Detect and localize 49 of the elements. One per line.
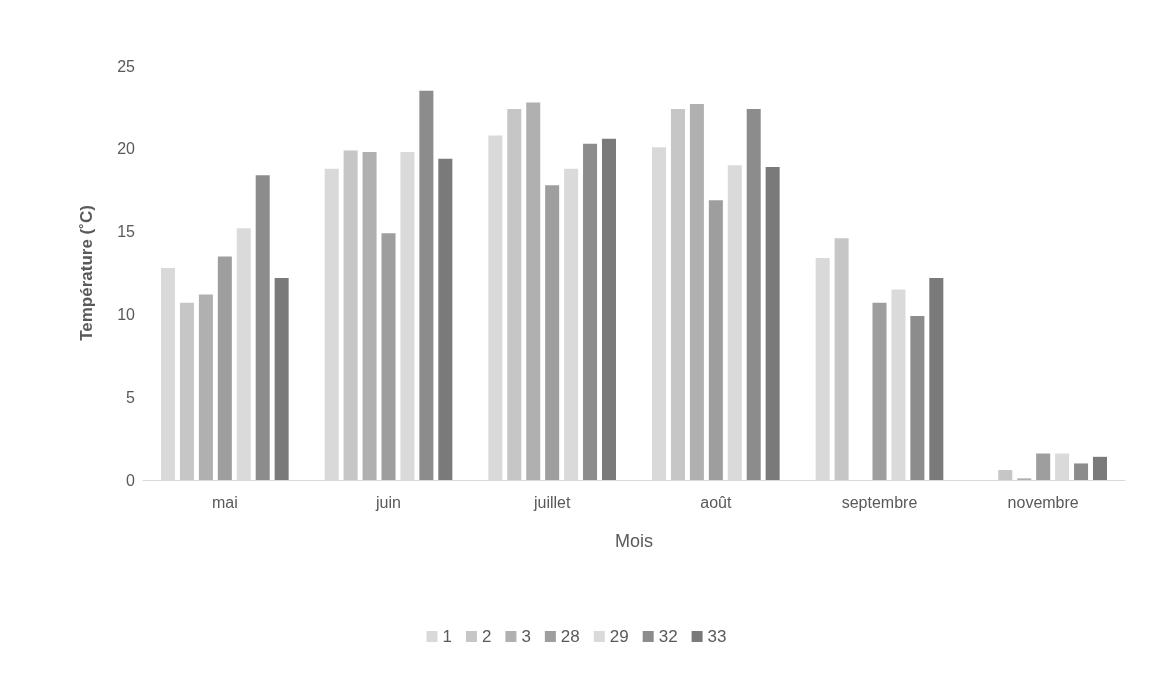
legend-label: 28 bbox=[560, 627, 580, 646]
bar bbox=[998, 470, 1013, 480]
y-tick-label: 5 bbox=[126, 388, 136, 406]
x-tick-label: août bbox=[700, 493, 732, 511]
bar bbox=[255, 175, 270, 480]
y-tick-label: 15 bbox=[117, 223, 136, 241]
bar bbox=[217, 256, 232, 480]
bar bbox=[872, 302, 887, 480]
bar bbox=[274, 277, 289, 480]
bar bbox=[1074, 463, 1089, 480]
bar bbox=[545, 185, 560, 480]
x-tick-label: juillet bbox=[532, 493, 571, 511]
bar bbox=[1036, 453, 1051, 480]
legend-label: 29 bbox=[609, 627, 629, 646]
legend-label: 2 bbox=[481, 627, 492, 646]
legend-label: 3 bbox=[521, 627, 531, 646]
y-axis-title: Température (˚C) bbox=[77, 205, 96, 341]
y-tick-label: 10 bbox=[117, 305, 136, 323]
bar bbox=[526, 102, 541, 480]
bar bbox=[362, 152, 377, 480]
bar bbox=[689, 104, 704, 480]
legend-label: 33 bbox=[707, 627, 727, 646]
legend-label: 1 bbox=[442, 627, 452, 646]
x-tick-label: mai bbox=[211, 493, 238, 511]
bar bbox=[765, 167, 780, 480]
bar bbox=[583, 143, 598, 480]
bar bbox=[910, 316, 925, 480]
x-tick-label: septembre bbox=[841, 493, 918, 511]
bar bbox=[438, 158, 453, 480]
legend-label: 32 bbox=[658, 627, 678, 646]
bar bbox=[1092, 456, 1107, 480]
bar bbox=[419, 90, 434, 480]
x-axis-title: Mois bbox=[614, 531, 654, 551]
bar bbox=[708, 200, 723, 480]
y-tick-label: 0 bbox=[126, 471, 136, 489]
bar bbox=[834, 238, 849, 480]
y-tick-label: 25 bbox=[117, 57, 136, 75]
bar bbox=[198, 294, 213, 480]
bar bbox=[343, 150, 358, 480]
bar bbox=[670, 109, 685, 480]
x-tick-label: novembre bbox=[1007, 493, 1079, 511]
bar bbox=[179, 302, 194, 480]
x-tick-label: juin bbox=[375, 493, 401, 511]
bar bbox=[381, 233, 396, 480]
y-tick-label: 20 bbox=[117, 140, 136, 158]
bar bbox=[929, 277, 944, 480]
bar bbox=[507, 109, 522, 480]
bar bbox=[746, 109, 761, 480]
bar bbox=[601, 138, 616, 480]
